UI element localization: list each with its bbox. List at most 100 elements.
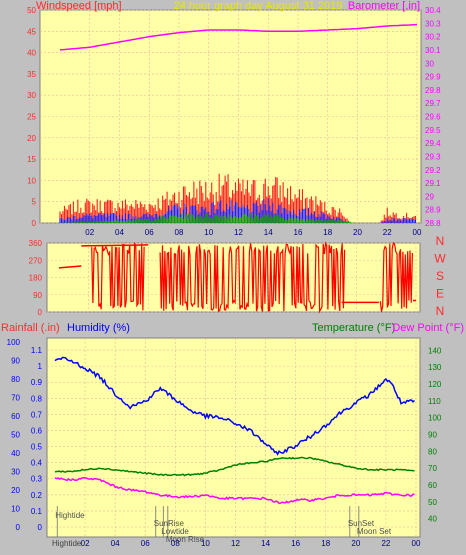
rainfall-tick: 0.3 [31,475,43,484]
event-label: SunRise [154,519,185,528]
humidity-tick: 50 [11,431,20,440]
compass-label: S [436,269,444,283]
wind-time-tick: 18 [323,228,332,237]
direction-variable [91,241,145,311]
direction-tick: 90 [33,291,42,300]
windspeed-tick: 35 [27,70,36,79]
windspeed-tick: 5 [32,198,37,207]
humidity-tick: 90 [11,357,20,366]
windspeed-tick: 10 [27,176,36,185]
event-label: Hightide [55,511,85,520]
windspeed-tick: 45 [27,27,36,36]
temperature-tick: 60 [428,481,437,490]
wind-time-tick: 16 [294,228,303,237]
wind-time-tick: 02 [85,228,94,237]
windspeed-tick: 25 [27,113,36,122]
direction-variable [159,241,346,314]
temperature-label: Temperature (°F) [312,322,395,334]
dewpoint-label: Dew Point (°F) [392,322,464,334]
barometer-label: Barometer [.in] [348,0,420,12]
climate-time-tick: 00 [412,539,421,548]
humidity-tick: 40 [11,449,20,458]
temperature-tick: 50 [428,498,437,507]
humidity-tick: 10 [11,505,20,514]
barometer-tick: 29.3 [425,152,441,161]
barometer-tick: 28.9 [425,206,441,215]
rainfall-tick: 1.1 [31,346,43,355]
windspeed-tick: 15 [27,155,36,164]
humidity-tick: 20 [11,486,20,495]
temperature-tick: 70 [428,464,437,473]
barometer-tick: 28.8 [425,219,441,228]
rainfall-tick: 1 [38,362,43,371]
barometer-tick: 30.3 [425,19,441,28]
wind-time-tick: 06 [145,228,154,237]
temperature-tick: 130 [428,363,442,372]
direction-tick: 360 [29,239,43,248]
barometer-tick: 29.1 [425,179,441,188]
rainfall-tick: 0.6 [31,426,43,435]
wind-time-tick: 10 [204,228,213,237]
windspeed-tick: 50 [27,6,36,15]
climate-grid [47,338,420,537]
climate-time-tick: 20 [351,539,360,548]
direction-axis-labels: 0 90 180 270 360 [29,239,43,317]
compass-label: W [434,252,446,266]
humidity-line [54,356,415,456]
direction-tick: 270 [29,256,43,265]
wind-bars [59,173,417,223]
wind-time-tick: 12 [234,228,243,237]
humidity-tick: 80 [11,375,20,384]
barometer-tick: 29.2 [425,166,441,175]
rainfall-tick: 0.5 [31,443,43,452]
climate-time-tick: 06 [141,539,150,548]
rainfall-tick: 0 [38,523,43,532]
rainfall-tick: 0.7 [31,410,43,419]
event-label: Moon Set [357,527,392,536]
dewpoint-line [54,476,415,505]
windspeed-label: Windspeed [mph] [36,0,122,12]
barometer-line [59,23,418,51]
direction-series [58,241,416,314]
wind-time-tick: 08 [175,228,184,237]
climate-time-tick: 22 [381,539,390,548]
rainfall-axis-labels: 0 0.1 0.2 0.3 0.4 0.5 0.6 0.7 0.8 0.9 1 1.1 [31,346,43,532]
windspeed-tick: 30 [27,91,36,100]
humidity-label: Humidity (%) [67,322,130,334]
temperature-tick: 80 [428,447,437,456]
temperature-tick: 100 [428,414,442,423]
event-label: Lowtide [161,527,189,536]
barometer-axis-labels: 28.8 28.9 29 29.1 29.2 29.3 29.4 29.5 29.6 29.7 29… [425,6,441,228]
rainfall-tick: 0.4 [31,459,43,468]
compass-label: N [436,234,445,248]
temperature-tick: 120 [428,380,442,389]
humidity-tick: 60 [11,412,20,421]
rainfall-tick: 0.8 [31,394,43,403]
barometer-tick: 29.6 [425,113,441,122]
climate-time-tick: 10 [201,539,210,548]
wind-time-tick: 14 [264,228,273,237]
rainfall-label: Rainfall (.in) [1,322,60,334]
humidity-tick: 100 [7,338,21,347]
barometer-tick: 30 [425,59,434,68]
wind-time-axis-labels: 02 04 06 08 10 12 14 16 18 20 22 00 [85,228,422,237]
barometer-tick: 29.7 [425,99,441,108]
humidity-tick: 30 [11,468,20,477]
windspeed-tick: 20 [27,134,36,143]
barometer-tick: 29.8 [425,86,441,95]
climate-time-tick: 12 [231,539,240,548]
temperature-tick: 110 [428,397,441,406]
event-label: Moon Rise [166,535,205,544]
windspeed-axis-labels: 0 5 10 15 20 25 30 35 40 45 50 [27,6,36,228]
temperature-tick: 40 [428,515,437,524]
barometer-tick: 29.4 [425,139,441,148]
bottom-event-label: Hightide [52,539,82,548]
rainfall-tick: 0.2 [31,491,43,500]
climate-plot-area [46,337,421,538]
climate-time-tick: 18 [321,539,330,548]
climate-time-tick: 08 [171,539,180,548]
barometer-tick: 29.9 [425,73,441,82]
barometer-tick: 29 [425,192,434,201]
